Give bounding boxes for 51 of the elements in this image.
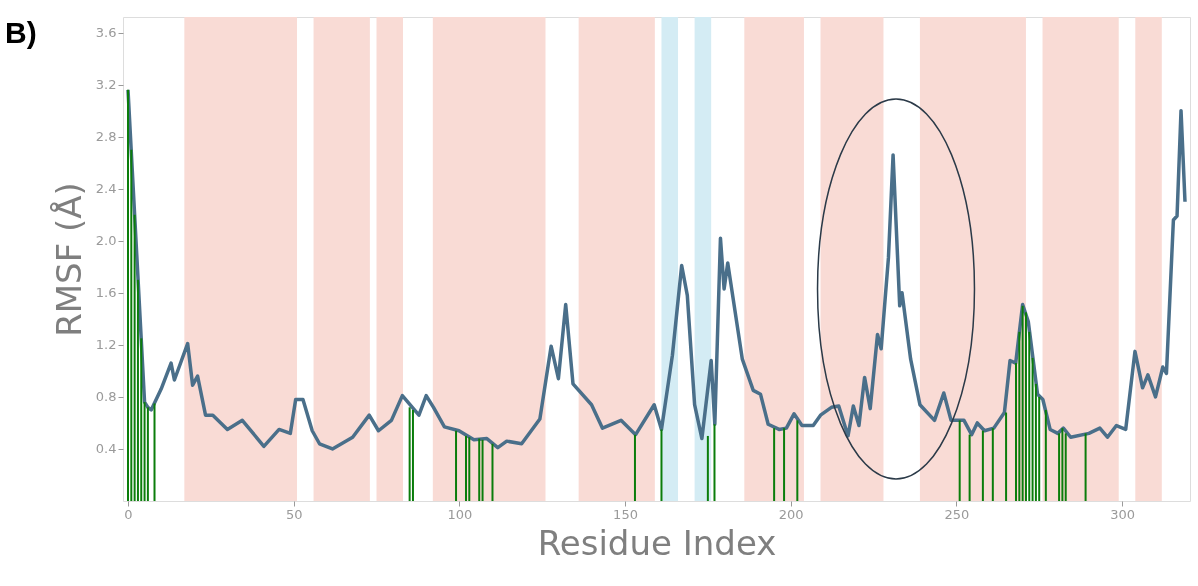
bar — [1084, 433, 1087, 501]
x-tick-label: 0 — [124, 506, 133, 522]
bar — [411, 409, 414, 501]
y-tick-label: 2.4 — [95, 181, 117, 197]
bar — [1021, 305, 1024, 501]
bar — [991, 428, 994, 501]
bar — [153, 403, 156, 501]
bar — [143, 402, 146, 501]
bar — [713, 424, 716, 501]
y-tick-label: 2.0 — [95, 233, 117, 249]
bar — [706, 435, 709, 501]
y-tick-label: 2.8 — [95, 129, 117, 145]
bar — [478, 438, 481, 501]
x-tick-label: 100 — [447, 506, 473, 522]
bar — [1044, 409, 1047, 501]
bar — [968, 434, 971, 501]
bar — [958, 420, 961, 501]
bar — [796, 420, 799, 501]
bar — [1061, 428, 1064, 501]
bar — [773, 428, 776, 501]
y-tick-label: 3.2 — [95, 77, 117, 93]
y-tick-label: 1.2 — [95, 337, 117, 353]
bar — [464, 435, 467, 501]
bar — [133, 214, 136, 501]
y-tick-label: 3.6 — [95, 25, 117, 41]
y-tick-label: 1.6 — [95, 285, 117, 301]
x-tick-label: 150 — [613, 506, 638, 522]
bar — [1005, 412, 1008, 501]
bar — [408, 407, 411, 501]
bar — [455, 430, 458, 501]
bar — [1031, 357, 1034, 501]
y-tick-label: 0.4 — [95, 441, 117, 457]
bar — [481, 439, 484, 501]
x-axis-title: Residue Index — [537, 522, 777, 563]
x-tick-label: 300 — [1110, 506, 1135, 522]
bar — [981, 430, 984, 501]
line-series — [126, 88, 1187, 451]
x-tick-label: 50 — [285, 506, 303, 522]
chart-title: B) — [5, 16, 37, 49]
y-tick-label: 0.8 — [95, 389, 117, 405]
bar — [1064, 433, 1067, 501]
x-tick-label: 200 — [778, 506, 804, 522]
x-tick-label: 250 — [944, 506, 970, 522]
bar — [1018, 331, 1021, 501]
bar — [127, 89, 129, 501]
bar — [783, 428, 786, 501]
bar — [468, 437, 471, 501]
bar — [491, 443, 494, 501]
y-axis-title: RMSF (Å) — [48, 182, 89, 337]
bar — [660, 429, 663, 501]
bar — [633, 434, 636, 501]
